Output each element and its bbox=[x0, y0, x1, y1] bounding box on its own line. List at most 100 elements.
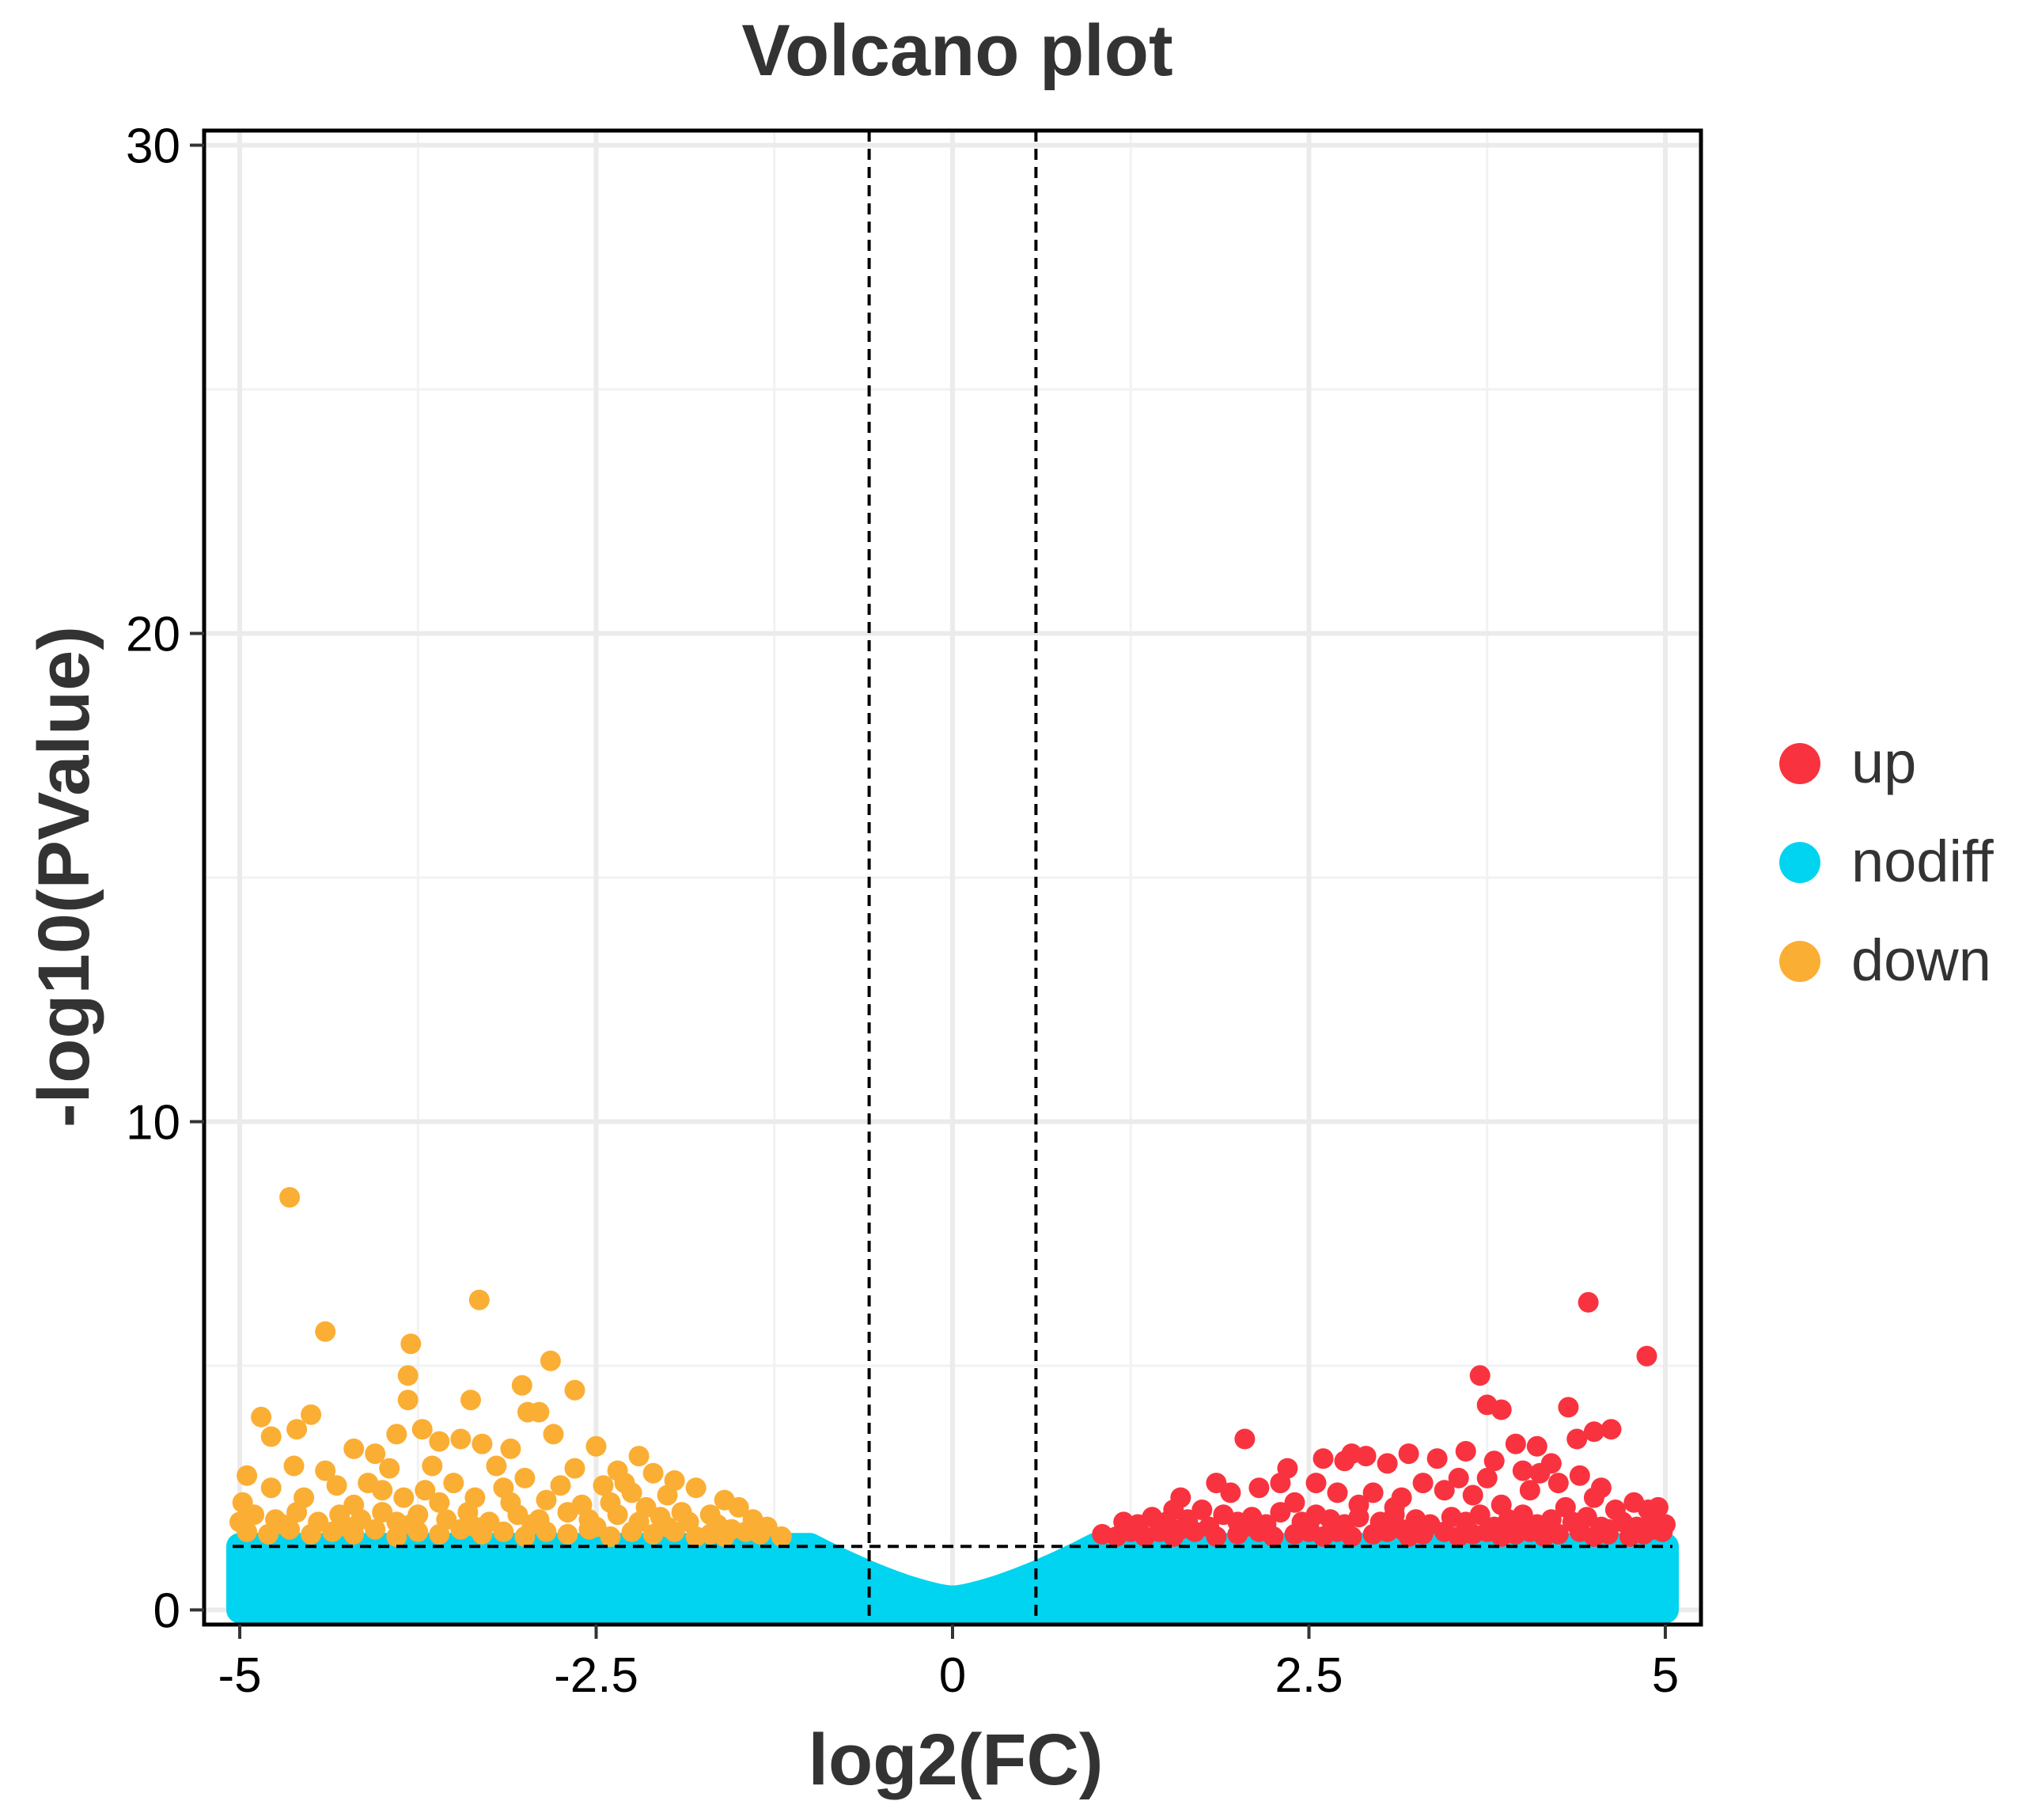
up-point bbox=[1640, 1511, 1661, 1533]
down-point bbox=[365, 1443, 386, 1465]
x-axis-label: log2(FC) bbox=[808, 1720, 1103, 1800]
up-point bbox=[1483, 1450, 1505, 1472]
down-point bbox=[397, 1390, 419, 1411]
up-point bbox=[1558, 1397, 1579, 1418]
down-point bbox=[657, 1484, 678, 1506]
up-point bbox=[1327, 1482, 1348, 1503]
y-tick-label: 0 bbox=[153, 1583, 180, 1638]
up-point bbox=[1234, 1428, 1256, 1450]
up-point bbox=[1547, 1473, 1569, 1494]
down-point bbox=[493, 1521, 514, 1542]
up-point bbox=[1455, 1441, 1476, 1462]
down-point bbox=[286, 1419, 308, 1440]
down-point bbox=[415, 1480, 436, 1501]
up-point bbox=[1462, 1484, 1483, 1506]
up-point bbox=[1263, 1526, 1284, 1547]
up-point bbox=[1583, 1421, 1604, 1443]
down-point bbox=[301, 1404, 322, 1425]
down-point bbox=[429, 1492, 450, 1513]
down-point bbox=[260, 1426, 282, 1447]
down-point bbox=[614, 1473, 635, 1494]
nodiff-point bbox=[1555, 1579, 1576, 1601]
up-point bbox=[1469, 1504, 1491, 1526]
legend-marker-up bbox=[1779, 743, 1820, 784]
down-point bbox=[621, 1521, 642, 1542]
nodiff-point bbox=[1597, 1555, 1619, 1576]
down-point bbox=[468, 1289, 490, 1310]
up-point bbox=[1412, 1523, 1434, 1545]
down-point bbox=[528, 1401, 550, 1423]
up-point bbox=[1600, 1419, 1622, 1440]
up-point bbox=[1270, 1502, 1291, 1523]
x-tick-label: 2.5 bbox=[1275, 1648, 1343, 1703]
up-point bbox=[1491, 1399, 1512, 1420]
down-point bbox=[585, 1435, 607, 1457]
down-point bbox=[429, 1431, 450, 1452]
down-point bbox=[244, 1504, 265, 1526]
up-point bbox=[1298, 1516, 1320, 1538]
chart-title: Volcano plot bbox=[741, 10, 1172, 91]
down-point bbox=[500, 1438, 521, 1459]
up-point bbox=[1341, 1526, 1362, 1547]
up-point bbox=[1636, 1345, 1657, 1367]
threshold-lines bbox=[233, 131, 1672, 1625]
up-point bbox=[1529, 1462, 1551, 1484]
legend: up nodiff down bbox=[1779, 730, 1994, 993]
legend-label-up: up bbox=[1851, 730, 1916, 795]
up-point bbox=[1547, 1523, 1569, 1545]
up-point bbox=[1597, 1519, 1619, 1540]
down-point bbox=[464, 1516, 486, 1538]
x-tick-label: 5 bbox=[1652, 1648, 1679, 1703]
points bbox=[229, 1187, 1676, 1547]
up-point bbox=[1398, 1443, 1419, 1465]
y-tick-label: 10 bbox=[126, 1095, 180, 1150]
up-point bbox=[1170, 1519, 1191, 1540]
up-point bbox=[1348, 1507, 1369, 1528]
down-point bbox=[393, 1487, 415, 1508]
down-point bbox=[628, 1446, 650, 1467]
nodiff-point bbox=[1654, 1584, 1676, 1606]
up-point bbox=[1469, 1365, 1491, 1386]
legend-label-down: down bbox=[1851, 927, 1991, 993]
down-point bbox=[450, 1428, 472, 1450]
down-point bbox=[326, 1475, 347, 1496]
down-point bbox=[564, 1458, 585, 1479]
down-point bbox=[286, 1502, 308, 1523]
down-point bbox=[728, 1496, 749, 1518]
series-nodiff bbox=[226, 1533, 1679, 1624]
up-point bbox=[1220, 1482, 1241, 1503]
up-point bbox=[1248, 1477, 1270, 1499]
down-point bbox=[557, 1523, 578, 1545]
down-point bbox=[486, 1455, 507, 1477]
up-point bbox=[1313, 1448, 1334, 1469]
y-tick-label: 30 bbox=[126, 119, 180, 174]
legend-marker-nodiff bbox=[1779, 842, 1820, 883]
down-point bbox=[642, 1462, 664, 1484]
down-point bbox=[260, 1477, 282, 1499]
up-point bbox=[1412, 1473, 1434, 1494]
x-tick-label: 0 bbox=[939, 1648, 966, 1703]
up-point bbox=[1505, 1433, 1526, 1454]
up-point bbox=[1206, 1526, 1227, 1547]
down-point bbox=[657, 1516, 678, 1538]
down-point bbox=[379, 1458, 400, 1479]
down-point bbox=[771, 1526, 792, 1547]
up-point bbox=[1334, 1450, 1355, 1472]
up-point bbox=[1526, 1435, 1547, 1457]
up-point bbox=[1519, 1480, 1540, 1501]
down-point bbox=[521, 1514, 543, 1535]
down-point bbox=[301, 1523, 322, 1545]
down-point bbox=[251, 1406, 272, 1428]
down-point bbox=[372, 1480, 393, 1501]
down-point bbox=[472, 1433, 493, 1454]
down-point bbox=[386, 1424, 407, 1445]
down-point bbox=[283, 1455, 305, 1477]
nodiff-region bbox=[226, 1533, 1679, 1624]
axis-ticks: -5 -2.5 0 2.5 5 0 10 20 30 bbox=[126, 119, 1679, 1703]
down-point bbox=[272, 1514, 294, 1535]
down-point bbox=[315, 1321, 336, 1342]
nodiff-point bbox=[1604, 1584, 1626, 1606]
down-point bbox=[279, 1187, 301, 1208]
